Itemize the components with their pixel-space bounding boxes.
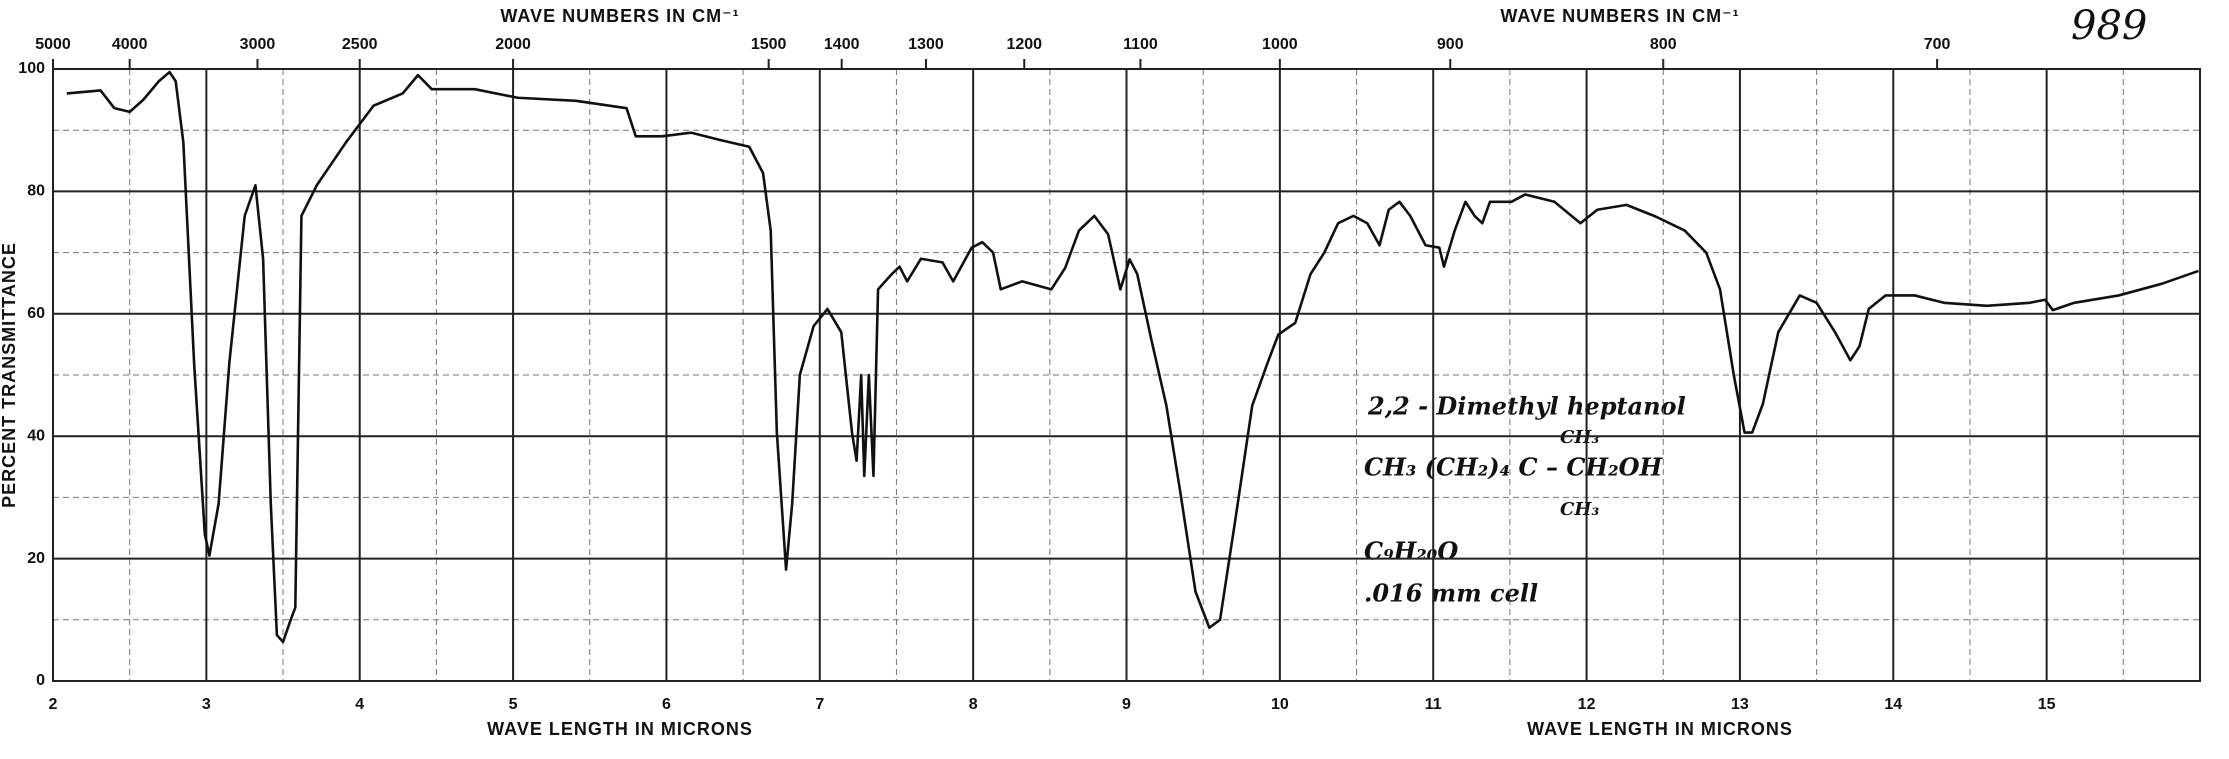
y-tick-label: 80 [27,183,45,200]
annotation: CH₃ [1560,499,1599,520]
x-tick-label: 4 [355,696,364,713]
y-tick-label: 60 [27,305,45,322]
x-tick-label: 13 [1731,696,1749,713]
x-tick-label: 5 [509,696,518,713]
spectrum-line [66,70,2199,644]
y-axis-title: PERCENT TRANSMITTANCE [0,242,19,508]
y-tick-label: 40 [27,427,45,444]
x-tick-label: 14 [1884,696,1902,713]
x-axis-title: WAVE LENGTH IN MICRONS [487,719,753,739]
top-axis-title: WAVE NUMBERS IN CM⁻¹ [1500,6,1739,26]
x-tick-label: 15 [2038,696,2056,713]
y-tick-label: 100 [18,60,45,77]
top-tick-label: 3000 [240,36,276,53]
x-tick-label: 11 [1425,696,1442,713]
x-axis-title: WAVE LENGTH IN MICRONS [1527,719,1793,739]
x-tick-label: 9 [1122,696,1131,713]
x-tick-label: 3 [202,696,211,713]
y-tick-label: 20 [27,550,45,567]
top-tick-label: 5000 [35,36,71,53]
top-tick-label: 4000 [112,36,148,53]
annotation: CH₃ (CH₂)₄ C – CH₂OH [1364,453,1664,482]
x-tick-label: 10 [1271,696,1289,713]
top-tick-label: 1100 [1123,36,1158,53]
x-tick-label: 6 [662,696,671,713]
sample-number: 989 [2071,3,2147,49]
top-tick-label: 700 [1924,36,1951,53]
plot-frame [52,68,2201,682]
y-tick-label: 0 [36,672,45,689]
top-tick-label: 800 [1650,36,1677,53]
annotation: .016 mm cell [1364,579,1538,608]
top-tick-label: 1000 [1262,36,1298,53]
top-axis-title: WAVE NUMBERS IN CM⁻¹ [500,6,739,26]
x-tick-label: 12 [1578,696,1596,713]
top-tick-label: 1200 [1006,36,1042,53]
top-tick-label: 1300 [908,36,944,53]
top-tick-label: 1500 [751,36,787,53]
annotation: CH₃ [1560,427,1599,448]
x-tick-label: 7 [815,696,824,713]
x-tick-label: 2 [49,696,58,713]
annotation: C₉H₂₀O [1364,537,1458,566]
top-tick-label: 2500 [342,36,378,53]
x-tick-label: 8 [969,696,978,713]
top-tick-label: 900 [1437,36,1464,53]
top-tick-label: 2000 [495,36,531,53]
top-tick-label: 1400 [824,36,860,53]
annotation: 2,2 - Dimethyl heptanol [1367,392,1686,421]
